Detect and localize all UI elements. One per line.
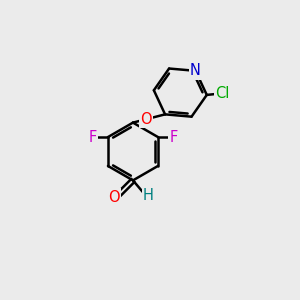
Text: N: N [190,63,201,78]
Text: F: F [88,130,97,145]
Text: F: F [169,130,178,145]
Text: O: O [108,190,119,205]
Text: Cl: Cl [215,86,230,101]
Text: O: O [140,112,152,127]
Text: H: H [143,188,154,203]
